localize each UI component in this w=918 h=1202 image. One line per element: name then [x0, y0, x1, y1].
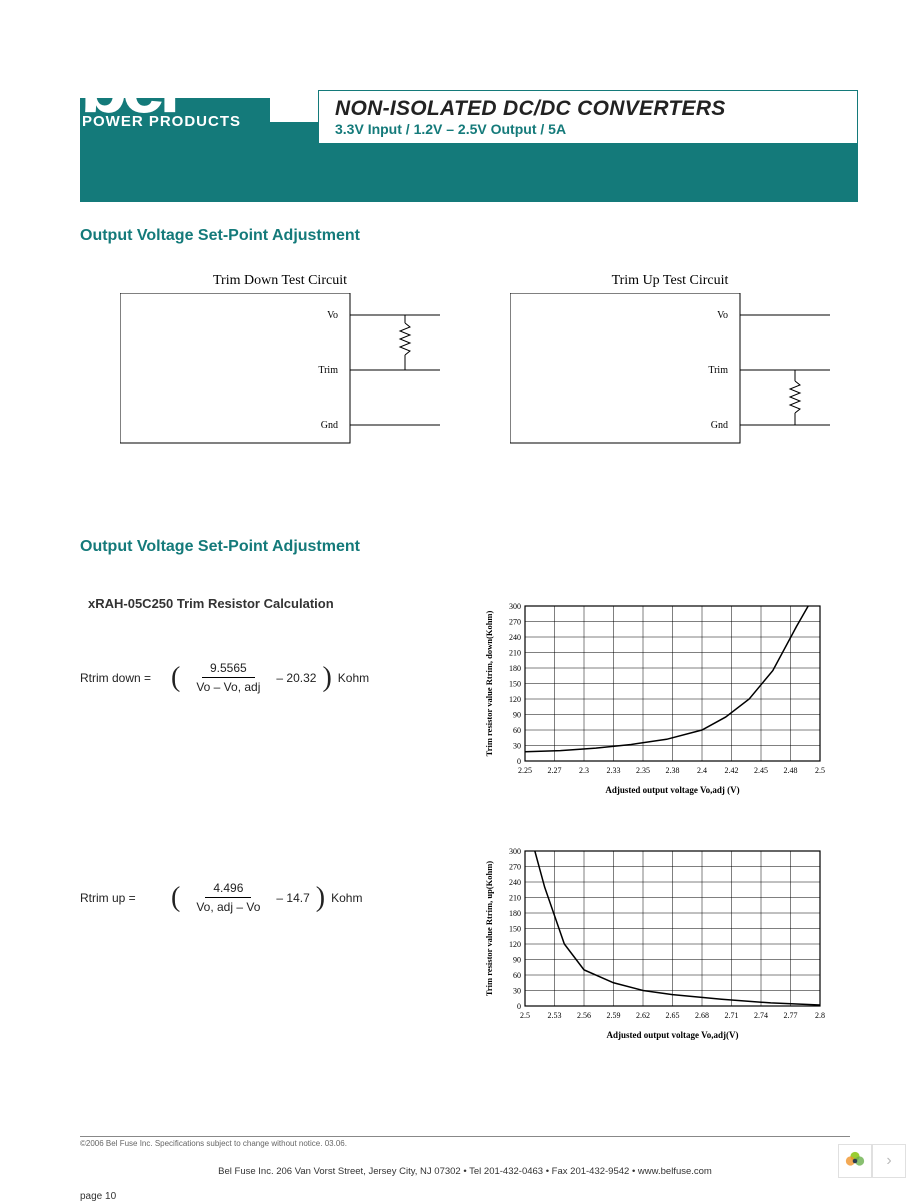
chart-up: 0 30 60 90 120 150 180 210 240 270 300 2.5 2.53 2.56 2… — [480, 841, 830, 1041]
svg-text:2.53: 2.53 — [548, 1011, 562, 1020]
svg-text:2.42: 2.42 — [725, 766, 739, 775]
chart-down: 0 30 60 90 120 150 180 210 240 270 300 2.25 2.27 2.3 2… — [480, 596, 830, 796]
svg-text:Gnd: Gnd — [321, 420, 338, 431]
svg-text:2.62: 2.62 — [636, 1011, 650, 1020]
svg-text:2.3: 2.3 — [579, 766, 589, 775]
title-box: NON-ISOLATED DC/DC CONVERTERS 3.3V Input… — [318, 90, 858, 144]
svg-text:150: 150 — [509, 680, 521, 689]
svg-text:30: 30 — [513, 987, 521, 996]
svg-text:2.74: 2.74 — [754, 1011, 768, 1020]
svg-text:90: 90 — [513, 956, 521, 965]
header: bel POWER PRODUCTS NON-ISOLATED DC/DC CO… — [80, 40, 858, 170]
formula-down-unit: Kohm — [338, 671, 369, 685]
trim-down-svg: Vo Trim Gnd — [120, 293, 440, 453]
svg-text:Vo: Vo — [327, 310, 338, 321]
svg-text:2.71: 2.71 — [725, 1011, 739, 1020]
svg-text:Trim: Trim — [708, 365, 728, 376]
nav-next-button[interactable]: › — [872, 1144, 906, 1178]
trim-up-circuit: Trim Up Test Circuit Vo Trim Gnd — [510, 273, 830, 458]
calc-heading: xRAH-05C250 Trim Resistor Calculation — [88, 596, 480, 611]
formula-down-num: 9.5565 — [202, 661, 255, 678]
svg-text:180: 180 — [509, 909, 521, 918]
svg-text:210: 210 — [509, 649, 521, 658]
formula-up-offset: – 14.7 — [276, 891, 309, 905]
svg-text:2.65: 2.65 — [666, 1011, 680, 1020]
circuits-row: Trim Down Test Circuit Vo Trim Gnd Trim … — [120, 273, 858, 458]
formula-up-label: Rtrim up — [80, 891, 125, 905]
calc-left-up: Rtrim up = ( 4.496 Vo, adj – Vo – 14.7 )… — [80, 841, 480, 914]
svg-text:Gnd: Gnd — [711, 420, 728, 431]
formula-up: Rtrim up = ( 4.496 Vo, adj – Vo – 14.7 )… — [80, 881, 480, 914]
svg-text:Vo: Vo — [717, 310, 728, 321]
svg-text:120: 120 — [509, 695, 521, 704]
svg-text:2.68: 2.68 — [695, 1011, 709, 1020]
svg-text:2.5: 2.5 — [520, 1011, 530, 1020]
copyright: ©2006 Bel Fuse Inc. Specifications subje… — [80, 1139, 858, 1148]
svg-text:Trim: Trim — [318, 365, 338, 376]
trim-up-row: Rtrim up = ( 4.496 Vo, adj – Vo – 14.7 )… — [80, 841, 858, 1046]
svg-text:210: 210 — [509, 894, 521, 903]
formula-down-label: Rtrim down — [80, 671, 141, 685]
section1-heading: Output Voltage Set-Point Adjustment — [80, 227, 858, 245]
formula-up-den: Vo, adj – Vo — [188, 898, 268, 914]
svg-text:Trim resistor value Rtrim, up(: Trim resistor value Rtrim, up(Kohm) — [484, 861, 494, 996]
svg-text:Adjusted output voltage Vo,adj: Adjusted output voltage Vo,adj(V) — [606, 1030, 738, 1040]
svg-text:180: 180 — [509, 664, 521, 673]
svg-text:270: 270 — [509, 863, 521, 872]
svg-text:2.27: 2.27 — [548, 766, 562, 775]
formula-down-den: Vo – Vo, adj — [188, 678, 268, 694]
trim-up-title: Trim Up Test Circuit — [510, 273, 830, 289]
svg-text:2.48: 2.48 — [784, 766, 798, 775]
logo-block: bel POWER PRODUCTS — [80, 40, 270, 152]
chart-up-wrap: 0 30 60 90 120 150 180 210 240 270 300 2.5 2.53 2.56 2… — [480, 841, 858, 1046]
power-products-tagline: POWER PRODUCTS — [82, 113, 272, 130]
chevron-right-icon: › — [886, 1152, 891, 1170]
svg-text:120: 120 — [509, 940, 521, 949]
footer-address: Bel Fuse Inc. 206 Van Vorst Street, Jers… — [80, 1166, 850, 1177]
page-number: page 10 — [80, 1191, 858, 1202]
title-sub: 3.3V Input / 1.2V – 2.5V Output / 5A — [335, 121, 841, 137]
section2-heading: Output Voltage Set-Point Adjustment — [80, 538, 858, 556]
svg-text:270: 270 — [509, 618, 521, 627]
trim-down-row: xRAH-05C250 Trim Resistor Calculation Rt… — [80, 596, 858, 801]
svg-text:0: 0 — [517, 1002, 521, 1011]
svg-text:2.35: 2.35 — [636, 766, 650, 775]
svg-text:2.56: 2.56 — [577, 1011, 591, 1020]
svg-text:Adjusted output voltage Vo,adj: Adjusted output voltage Vo,adj (V) — [605, 785, 739, 795]
calc-left-down: xRAH-05C250 Trim Resistor Calculation Rt… — [80, 596, 480, 694]
svg-text:240: 240 — [509, 878, 521, 887]
svg-text:2.8: 2.8 — [815, 1011, 825, 1020]
svg-text:2.59: 2.59 — [607, 1011, 621, 1020]
svg-text:2.5: 2.5 — [815, 766, 825, 775]
nav-logo-icon[interactable] — [838, 1144, 872, 1178]
svg-text:2.45: 2.45 — [754, 766, 768, 775]
trim-down-circuit: Trim Down Test Circuit Vo Trim Gnd — [120, 273, 440, 458]
svg-text:2.25: 2.25 — [518, 766, 532, 775]
svg-text:240: 240 — [509, 633, 521, 642]
svg-text:300: 300 — [509, 847, 521, 856]
svg-text:30: 30 — [513, 742, 521, 751]
formula-up-unit: Kohm — [331, 891, 362, 905]
title-main: NON-ISOLATED DC/DC CONVERTERS — [335, 97, 841, 121]
svg-text:90: 90 — [513, 711, 521, 720]
trim-down-title: Trim Down Test Circuit — [120, 273, 440, 289]
svg-text:0: 0 — [517, 757, 521, 766]
nav-widget: › — [838, 1144, 906, 1178]
svg-text:2.38: 2.38 — [666, 766, 680, 775]
footer-rule — [80, 1136, 850, 1137]
svg-text:Trim resistor value Rtrim, dow: Trim resistor value Rtrim, down(Kohm) — [484, 611, 494, 757]
svg-text:300: 300 — [509, 602, 521, 611]
svg-text:2.4: 2.4 — [697, 766, 707, 775]
svg-text:2.77: 2.77 — [784, 1011, 798, 1020]
trim-up-svg: Vo Trim Gnd — [510, 293, 830, 453]
svg-text:60: 60 — [513, 726, 521, 735]
svg-text:150: 150 — [509, 925, 521, 934]
chart-down-wrap: 0 30 60 90 120 150 180 210 240 270 300 2.25 2.27 2.3 2… — [480, 596, 858, 801]
formula-up-num: 4.496 — [205, 881, 251, 898]
svg-text:2.33: 2.33 — [607, 766, 621, 775]
formula-down: Rtrim down = ( 9.5565 Vo – Vo, adj – 20.… — [80, 661, 480, 694]
svg-text:60: 60 — [513, 971, 521, 980]
formula-down-offset: – 20.32 — [276, 671, 316, 685]
